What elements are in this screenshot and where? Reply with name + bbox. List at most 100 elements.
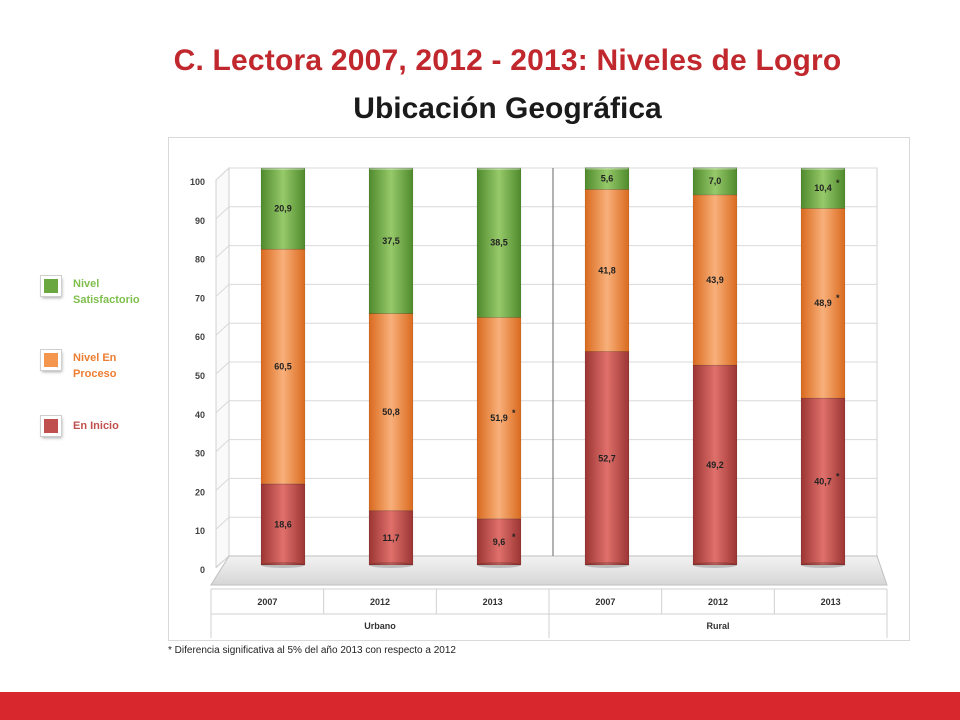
data-label-satisfactorio: 5,6 — [601, 173, 614, 183]
legend-swatch-satisfactorio — [41, 276, 61, 296]
legend-label-en-proceso: Nivel En Proceso — [73, 352, 117, 380]
significance-marker: * — [836, 293, 840, 303]
data-label-en-inicio: 18,6 — [274, 519, 292, 529]
x-category-label: 2012 — [708, 597, 728, 607]
gridline-side — [215, 245, 230, 258]
x-category-label: 2012 — [370, 597, 390, 607]
gridline-side — [215, 322, 230, 336]
bar-shadow — [585, 562, 629, 568]
data-label-en-inicio: 9,6 — [493, 537, 506, 547]
data-label-en-inicio: 52,7 — [598, 453, 616, 463]
bar-segment-en-inicio — [368, 510, 414, 566]
bar-segment-en-inicio — [800, 397, 846, 566]
bar-segment-satisfactorio — [584, 167, 630, 190]
y-tick-label: 0 — [200, 565, 205, 575]
significance-marker: * — [512, 408, 516, 418]
gridline-side — [215, 478, 230, 491]
legend-item-satisfactorio: Nivel Satisfactorio — [41, 276, 153, 308]
bar-segment-en-proceso — [260, 248, 306, 485]
legend-label-en-inicio: En Inicio — [73, 420, 119, 432]
chart-floor — [210, 555, 888, 586]
y-tick-label: 30 — [195, 449, 205, 459]
bar-segment-en-inicio — [260, 483, 306, 566]
gridline-side — [215, 516, 230, 530]
axis-layer: 0 10 20 30 40 50 60 70 80 90 100 2007 2012 2013 2007 20… — [190, 168, 888, 638]
x-category-label: 2013 — [821, 597, 841, 607]
slide-subtitle: Ubicación Geográfica — [353, 92, 662, 125]
data-label-satisfactorio: 20,9 — [274, 204, 292, 214]
legend-swatch-en-proceso — [41, 350, 61, 370]
bar-segment-en-proceso — [476, 317, 522, 520]
gridline-side — [215, 439, 230, 452]
bar-segment-en-proceso — [800, 208, 846, 399]
y-tick-label: 100 — [190, 177, 205, 187]
bar-shadow — [693, 562, 737, 568]
bar-shadow — [477, 562, 521, 568]
x-group-label: Urbano — [364, 621, 396, 631]
y-tick-label: 20 — [195, 487, 205, 497]
y-tick-label: 60 — [195, 332, 205, 342]
legend-swatch-en-inicio — [41, 416, 61, 436]
data-label-en-proceso: 43,9 — [706, 275, 724, 285]
bar-segment-satisfactorio — [260, 167, 306, 250]
significance-marker: * — [836, 472, 840, 482]
bar-segment-en-proceso — [368, 313, 414, 511]
legend-item-en-proceso: Nivel En Proceso — [41, 350, 153, 382]
significance-marker: * — [512, 532, 516, 542]
chart-frame: 18,6 60,5 20,9 11,7 50,8 37,5 9,6 * 51,9 * 38,5 52,… — [168, 137, 910, 641]
y-tick-label: 40 — [195, 410, 205, 420]
bar-shadow — [369, 562, 413, 568]
legend-label-satisfactorio: Nivel Satisfactorio — [73, 278, 140, 306]
bottom-accent-bar — [0, 692, 960, 720]
data-label-en-proceso: 60,5 — [274, 361, 292, 371]
bar-top-cap — [477, 166, 521, 170]
labels-layer: 18,6 60,5 20,9 11,7 50,8 37,5 9,6 * 51,9 * 38,5 52,… — [274, 173, 840, 546]
bar-top-cap — [585, 165, 629, 170]
gridline-side — [215, 167, 230, 181]
gridline-side — [215, 555, 230, 569]
bar-shadow — [801, 562, 845, 568]
bar-segment-en-proceso — [584, 189, 630, 352]
bar-top-cap — [801, 166, 845, 170]
bar-segment-en-proceso — [692, 194, 738, 366]
significance-marker: * — [836, 178, 840, 188]
gridline-side — [215, 361, 230, 375]
x-category-label: 2007 — [257, 597, 277, 607]
gridline-side — [215, 206, 230, 220]
y-tick-label: 50 — [195, 371, 205, 381]
bar-top-cap — [261, 166, 305, 170]
data-label-en-proceso: 50,8 — [382, 407, 400, 417]
footnote: * Diferencia significativa al 5% del año… — [168, 645, 456, 656]
bar-segment-satisfactorio — [800, 167, 846, 209]
bar-top-cap — [369, 166, 413, 170]
bar-segment-satisfactorio — [692, 167, 738, 196]
data-label-satisfactorio: 37,5 — [382, 236, 400, 246]
bar-shadow — [261, 562, 305, 568]
data-label-satisfactorio: 38,5 — [490, 238, 508, 248]
bar-top-cap — [693, 165, 737, 170]
bar-segment-en-inicio — [476, 518, 522, 566]
x-category-label: 2013 — [483, 597, 503, 607]
grid-layer — [210, 166, 888, 586]
x-category-label: 2007 — [595, 597, 615, 607]
data-label-en-proceso: 51,9 — [490, 413, 508, 423]
bars-layer — [260, 165, 846, 568]
bar-segment-en-inicio — [584, 351, 630, 566]
data-label-en-proceso: 41,8 — [598, 265, 616, 275]
bar-segment-satisfactorio — [368, 167, 414, 314]
y-tick-label: 10 — [195, 526, 205, 536]
gridline-side — [215, 400, 230, 414]
data-label-en-proceso: 48,9 — [814, 298, 832, 308]
data-label-en-inicio: 40,7 — [814, 477, 832, 487]
bar-segment-satisfactorio — [476, 167, 522, 318]
y-tick-label: 90 — [195, 216, 205, 226]
stacked-bar-chart: 18,6 60,5 20,9 11,7 50,8 37,5 9,6 * 51,9 * 38,5 52,… — [190, 165, 888, 638]
data-label-en-inicio: 49,2 — [706, 460, 724, 470]
bar-segment-en-inicio — [692, 364, 738, 566]
gridline-side — [215, 284, 230, 297]
data-label-satisfactorio: 7,0 — [709, 176, 722, 186]
legend-item-en-inicio: En Inicio — [41, 416, 153, 436]
data-label-satisfactorio: 10,4 — [814, 183, 832, 193]
y-tick-label: 70 — [195, 293, 205, 303]
x-group-label: Rural — [706, 621, 729, 631]
